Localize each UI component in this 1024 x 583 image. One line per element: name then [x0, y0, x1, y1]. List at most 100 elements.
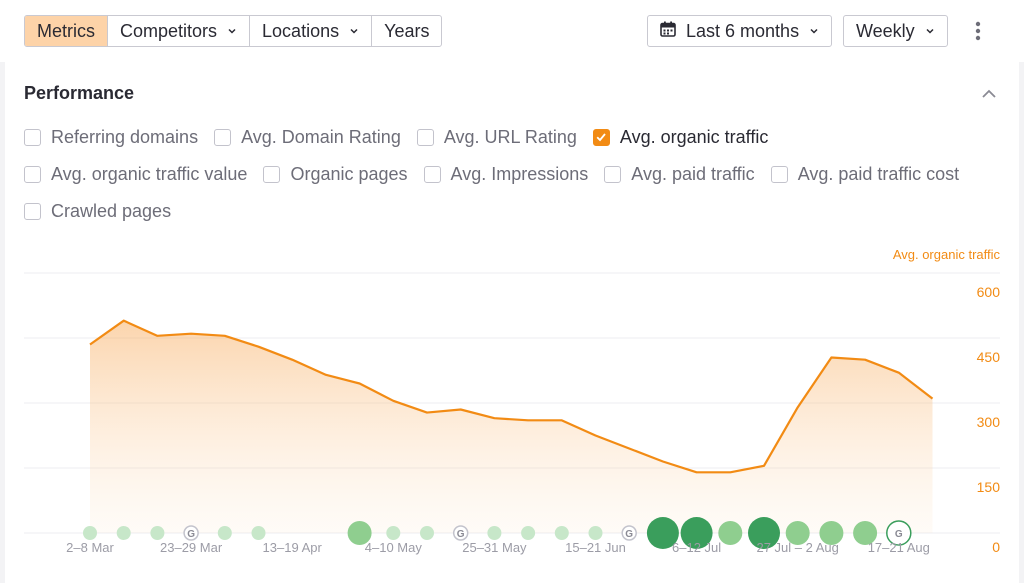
y-tick-label: 150: [977, 479, 1001, 495]
date-range-dropdown[interactable]: Last 6 months: [647, 15, 833, 47]
segment-years[interactable]: Years: [372, 16, 441, 46]
update-marker: [83, 526, 97, 540]
checkbox-icon: [24, 202, 41, 220]
checkbox-icon: [416, 128, 434, 146]
traffic-chart[interactable]: G G G G 2–8 Mar 23–29 Mar 13–19 Apr 4–10 May 25…: [5, 238, 1019, 583]
update-marker: [347, 521, 372, 545]
x-tick-label: 15–21 Jun: [565, 540, 626, 555]
google-update-marker: G: [621, 525, 637, 541]
series-legend-label: Avg. organic traffic: [893, 247, 1001, 262]
metric-checkbox[interactable]: Crawled pages: [24, 201, 171, 222]
metric-label: Avg. URL Rating: [443, 126, 577, 147]
metric-label: Crawled pages: [51, 200, 172, 221]
update-marker: [718, 521, 743, 545]
chevron-down-icon: [349, 26, 359, 36]
metric-checkbox-row: Crawled pages: [24, 199, 187, 223]
metric-checkbox[interactable]: Avg. organic traffic: [592, 126, 769, 148]
section-title: Performance: [24, 83, 135, 103]
metric-label: Referring domains: [51, 126, 199, 147]
checkbox-icon: [214, 128, 232, 146]
y-tick-label: 0: [992, 539, 1000, 555]
update-marker: [646, 517, 679, 549]
google-update-marker: G: [452, 525, 469, 541]
update-marker: [487, 526, 502, 540]
x-tick-label: 13–19 Apr: [263, 540, 323, 555]
checkbox-icon: [263, 165, 281, 183]
mode-segmented-control: Metrics Competitors Locations Years: [24, 15, 443, 47]
checkbox-icon: [24, 128, 41, 146]
checkbox-icon: [24, 165, 41, 183]
google-icon: G: [895, 529, 903, 540]
x-tick-label: 2–8 Mar: [66, 540, 114, 555]
interval-label: Weekly: [856, 20, 915, 41]
metric-label: Avg. paid traffic: [631, 163, 755, 184]
segment-label: Locations: [262, 20, 340, 41]
y-tick-label: 600: [977, 284, 1001, 300]
x-tick-label: 17–21 Aug: [868, 540, 930, 555]
update-marker: [554, 526, 569, 540]
chevron-down-icon: [925, 26, 935, 36]
update-marker: [588, 526, 603, 540]
metric-checkbox-row: Avg. organic traffic value Organic pages A…: [24, 162, 975, 186]
update-marker: [819, 521, 844, 545]
metric-checkbox[interactable]: Organic pages: [263, 163, 408, 185]
google-update-marker: G: [183, 525, 199, 541]
calendar-icon: [660, 21, 676, 42]
metric-label: Avg. organic traffic value: [51, 163, 248, 184]
metric-checkbox[interactable]: Avg. paid traffic cost: [770, 163, 960, 185]
chevron-down-icon: [227, 26, 237, 36]
date-range-label: Last 6 months: [686, 20, 800, 41]
metric-label: Avg. Impressions: [450, 163, 589, 184]
segment-locations[interactable]: Locations: [250, 16, 373, 46]
segment-competitors[interactable]: Competitors: [108, 16, 251, 46]
google-icon: G: [625, 529, 633, 540]
update-marker: [853, 521, 878, 545]
series-line: [89, 319, 934, 474]
update-marker: [251, 526, 266, 540]
google-icon: G: [457, 529, 465, 540]
metric-label: Avg. Domain Rating: [241, 126, 401, 147]
update-marker: [748, 517, 780, 549]
metric-checkbox[interactable]: Avg. paid traffic: [604, 163, 755, 185]
google-icon: G: [187, 529, 195, 540]
metric-label: Organic pages: [290, 163, 408, 184]
more-vertical-icon[interactable]: [970, 19, 986, 43]
x-tick-label: 23–29 Mar: [160, 540, 223, 555]
y-tick-label: 450: [977, 349, 1001, 365]
segment-label: Competitors: [120, 20, 218, 41]
x-tick-label: 25–31 May: [462, 540, 527, 555]
update-marker: [217, 526, 232, 540]
metric-checkbox[interactable]: Avg. Domain Rating: [214, 127, 401, 148]
update-marker: [386, 526, 401, 540]
checkbox-checked-icon: [592, 128, 610, 146]
segment-label: Years: [384, 20, 430, 41]
x-tick-label: 4–10 May: [365, 540, 423, 555]
segment-metrics[interactable]: Metrics: [25, 16, 108, 46]
update-marker: [680, 517, 713, 549]
chevron-down-icon: [809, 26, 819, 36]
checkbox-icon: [423, 165, 441, 183]
metric-checkbox[interactable]: Referring domains: [24, 127, 198, 148]
x-tick-label: 27 Jul – 2 Aug: [756, 540, 838, 555]
google-update-marker: G: [886, 520, 912, 546]
interval-dropdown[interactable]: Weekly: [843, 15, 948, 47]
metric-checkbox[interactable]: Avg. organic traffic value: [24, 164, 247, 185]
metric-label: Avg. organic traffic: [619, 126, 769, 147]
x-tick-label: 6–12 Jul: [672, 540, 721, 555]
top-toolbar: Metrics Competitors Locations Years Last 6 …: [0, 0, 1024, 62]
y-tick-label: 300: [977, 414, 1001, 430]
metric-label: Avg. paid traffic cost: [797, 163, 960, 184]
metric-checkbox[interactable]: Avg. Impressions: [423, 163, 589, 185]
update-marker: [150, 526, 165, 540]
chevron-up-icon[interactable]: [979, 84, 999, 104]
checkbox-icon: [770, 165, 788, 183]
segment-label: Metrics: [37, 20, 95, 41]
performance-card: Performance Referring domains Avg. Domain…: [5, 62, 1019, 583]
update-marker: [521, 526, 536, 540]
series-area: [90, 320, 933, 533]
metric-checkbox-row: Referring domains Avg. Domain Rating Avg. …: [24, 125, 784, 149]
update-marker: [116, 526, 131, 540]
metric-checkbox[interactable]: Avg. URL Rating: [416, 126, 577, 148]
update-marker: [785, 521, 810, 545]
update-marker: [420, 526, 434, 540]
